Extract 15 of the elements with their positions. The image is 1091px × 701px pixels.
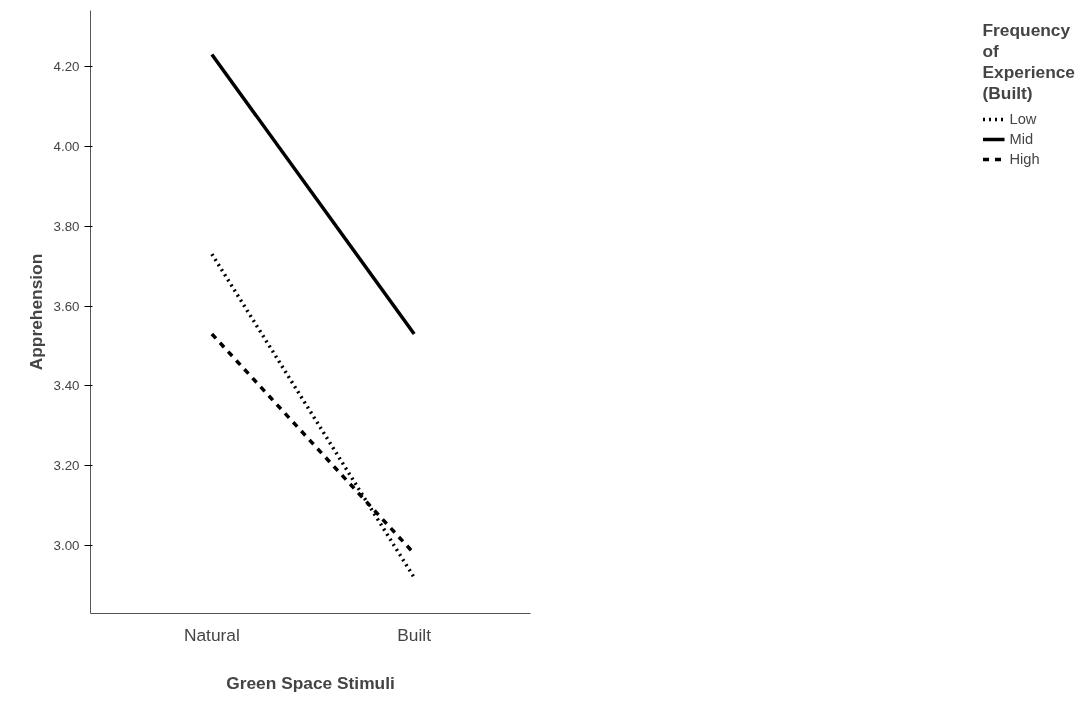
legend-title: Frequency of Experience (Built) [982,20,1075,104]
y-tick-label: 4.00 [53,138,80,154]
x-axis-title: Green Space Stimuli [226,672,395,693]
y-tick-label: 3.60 [53,298,80,314]
y-tick-label: 3.20 [53,458,80,474]
legend-label: Mid [1009,131,1034,147]
y-tick-label: 3.80 [53,218,80,234]
y-tick-label: 3.00 [53,538,80,554]
x-tick-label: Natural [183,624,240,645]
legend-label: High [1009,151,1040,167]
y-tick-label: 3.40 [53,378,80,394]
x-tick-label: Built [397,624,432,645]
legend-label: Low [1009,111,1037,127]
y-axis-title: Apprehension [25,253,46,371]
y-tick-label: 4.20 [53,58,80,74]
